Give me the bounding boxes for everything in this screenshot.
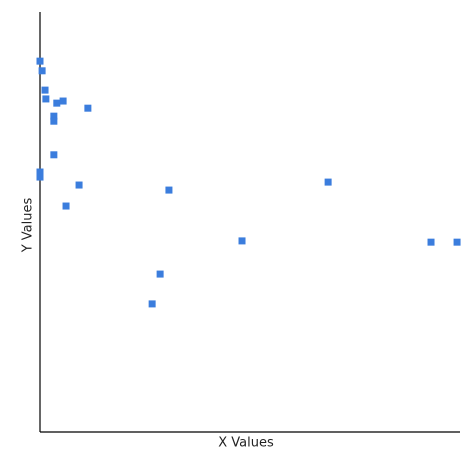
x-axis-label: X Values (218, 436, 274, 451)
point (62, 202, 70, 210)
point (36, 168, 44, 176)
point (50, 151, 58, 159)
point (75, 181, 83, 189)
point (59, 97, 67, 105)
point (427, 238, 435, 246)
point (42, 95, 50, 103)
point (148, 300, 156, 308)
point (36, 173, 44, 181)
point (36, 57, 44, 65)
point (453, 238, 461, 246)
point (41, 86, 49, 94)
point (53, 99, 61, 107)
point (38, 67, 46, 75)
point (84, 104, 92, 112)
point (165, 186, 173, 194)
point (50, 117, 58, 125)
point (324, 178, 332, 186)
point (50, 112, 58, 120)
point (156, 270, 164, 278)
y-axis-label: Y Values (21, 198, 36, 254)
point (238, 237, 246, 245)
